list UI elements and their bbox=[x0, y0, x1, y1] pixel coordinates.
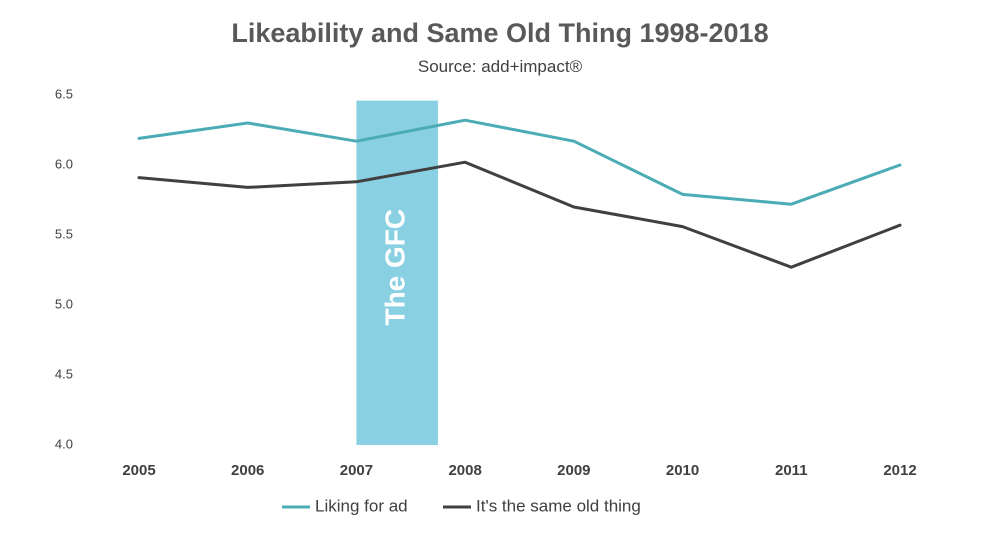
y-tick-label: 5.0 bbox=[55, 296, 73, 311]
series-group bbox=[137, 118, 902, 269]
x-tick-label: 2005 bbox=[122, 462, 155, 479]
gfc-band-group: The GFC bbox=[356, 100, 438, 445]
x-tick-label: 2012 bbox=[883, 462, 916, 479]
gfc-band bbox=[356, 100, 438, 445]
series-line-liking-for-ad bbox=[137, 118, 902, 206]
series-line-same-old-thing bbox=[137, 160, 902, 269]
y-tick-label: 6.0 bbox=[55, 156, 73, 171]
x-tick-label: 2010 bbox=[666, 462, 699, 479]
chart-subtitle: Source: add+impact® bbox=[418, 57, 583, 76]
legend: Liking for ad It's the same old thing bbox=[282, 496, 641, 515]
y-tick-label: 4.0 bbox=[55, 436, 73, 451]
x-tick-label: 2009 bbox=[557, 462, 590, 479]
legend-label: Liking for ad bbox=[315, 496, 408, 515]
x-tick-label: 2007 bbox=[340, 462, 373, 479]
x-tick-label: 2008 bbox=[448, 462, 481, 479]
y-tick-label: 4.5 bbox=[55, 366, 73, 381]
gfc-band-label: The GFC bbox=[380, 209, 411, 326]
x-axis-ticks: 2005 2006 2007 2008 2009 2010 2011 2012 bbox=[122, 462, 916, 479]
y-tick-label: 6.5 bbox=[55, 86, 73, 101]
x-tick-label: 2011 bbox=[775, 462, 808, 479]
y-tick-label: 5.5 bbox=[55, 226, 73, 241]
x-tick-label: 2006 bbox=[231, 462, 264, 479]
y-axis-ticks: 6.5 6.0 5.5 5.0 4.5 4.0 bbox=[55, 86, 73, 451]
chart-title: Likeability and Same Old Thing 1998-2018 bbox=[231, 18, 768, 48]
legend-label: It's the same old thing bbox=[476, 496, 641, 515]
